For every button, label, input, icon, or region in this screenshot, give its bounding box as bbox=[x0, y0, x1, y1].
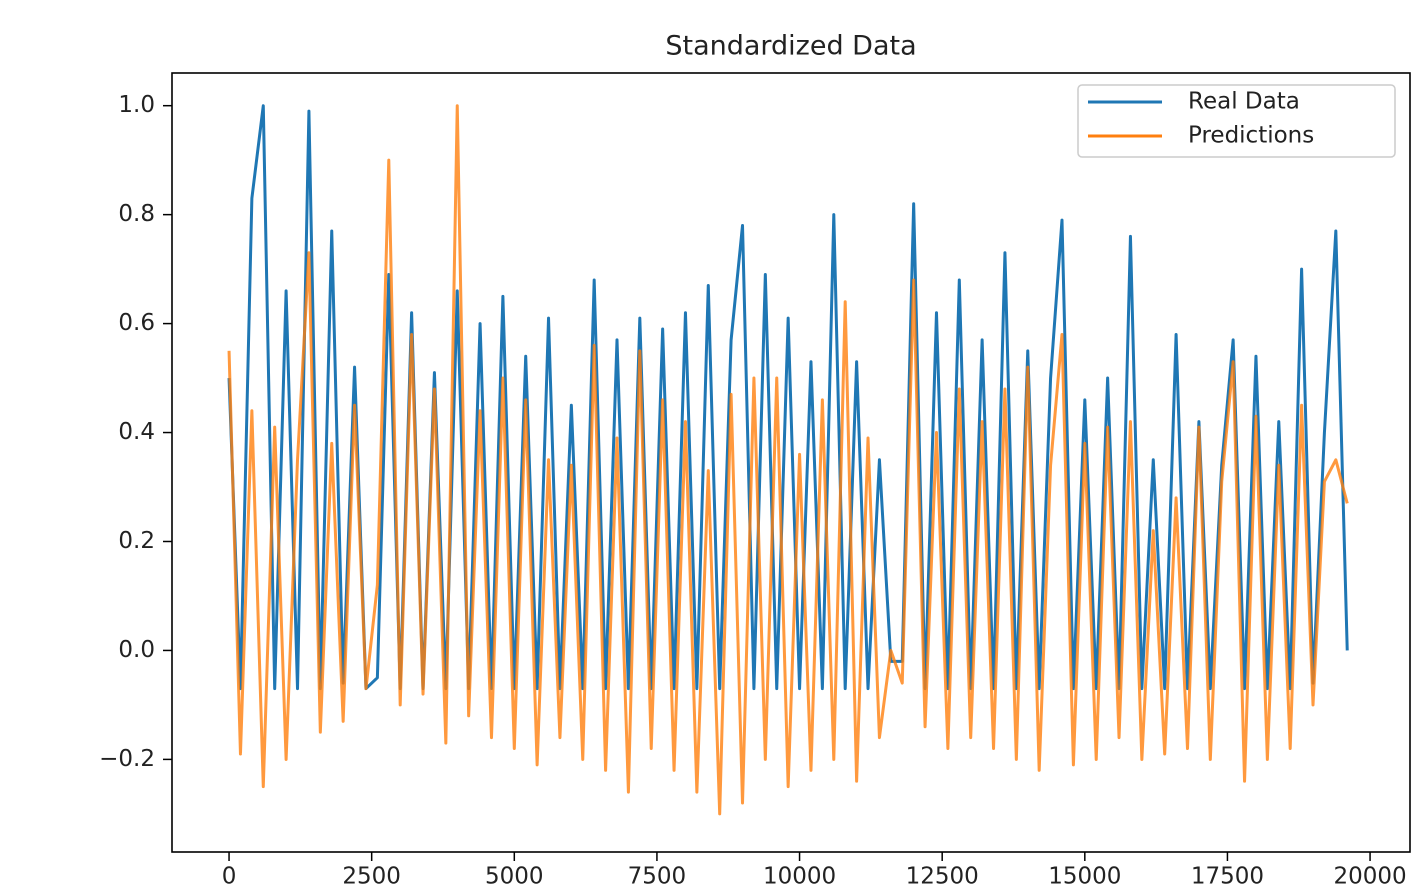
x-tick-label: 20000 bbox=[1333, 864, 1406, 886]
x-tick-label: 12500 bbox=[906, 864, 979, 886]
y-tick-label: −0.2 bbox=[99, 746, 155, 772]
y-tick-label: 0.6 bbox=[118, 310, 155, 336]
y-tick-label: 0.4 bbox=[118, 419, 155, 445]
plot-frame bbox=[171, 72, 1411, 853]
legend: Real Data Predictions bbox=[1077, 84, 1396, 158]
data-line bbox=[227, 104, 1349, 816]
y-tick-label: 0.8 bbox=[118, 201, 155, 227]
y-tick-label: 0.0 bbox=[118, 637, 155, 663]
legend-label: Predictions bbox=[1188, 123, 1314, 149]
x-tick-label: 0 bbox=[222, 864, 237, 886]
x-tick-label: 17500 bbox=[1191, 864, 1264, 886]
x-tick-label: 15000 bbox=[1048, 864, 1121, 886]
x-tick-label: 2500 bbox=[342, 864, 401, 886]
y-tick-label: 1.0 bbox=[118, 92, 155, 118]
legend-label: Real Data bbox=[1188, 89, 1300, 115]
x-tick-label: 7500 bbox=[628, 864, 687, 886]
y-tick-label: 0.2 bbox=[118, 528, 155, 554]
x-tick-label: 5000 bbox=[485, 864, 544, 886]
chart-title: Standardized Data bbox=[665, 31, 916, 62]
x-tick-label: 10000 bbox=[763, 864, 836, 886]
